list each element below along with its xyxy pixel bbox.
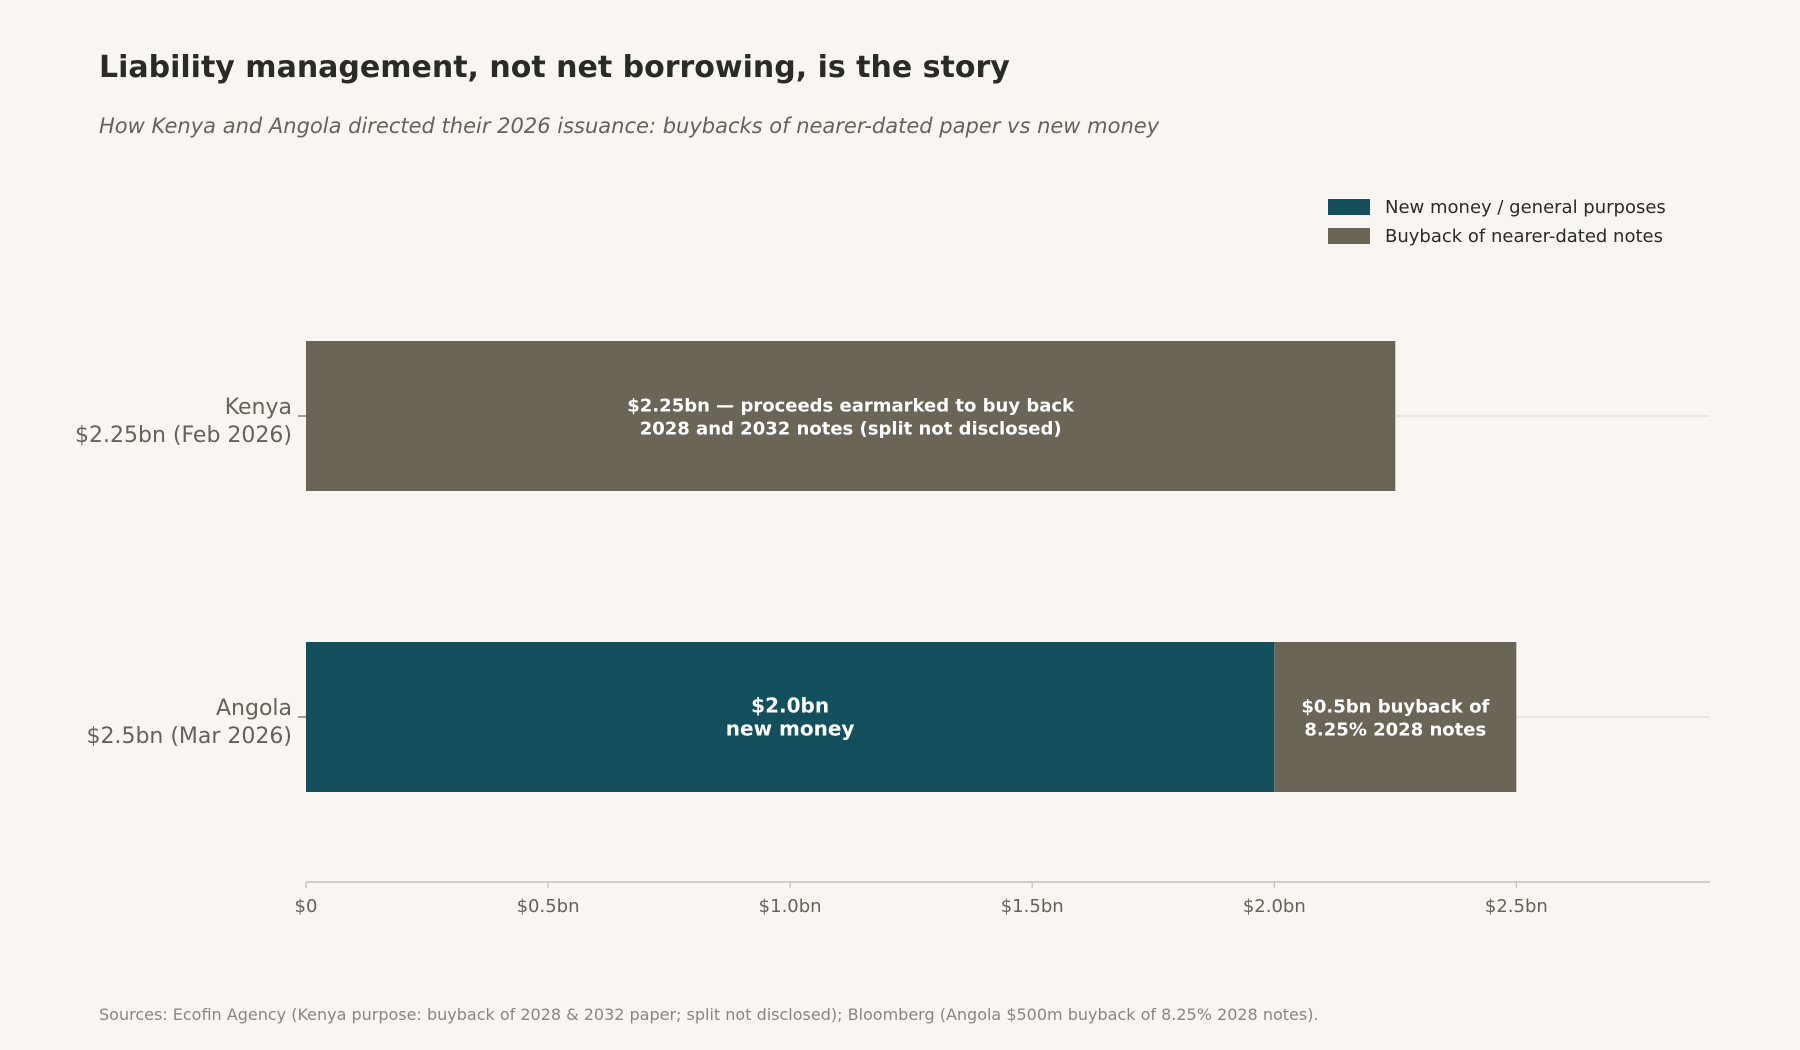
ytick-label-0-name: Kenya — [225, 395, 292, 420]
xtick-label-5: $2.5bn — [1485, 896, 1548, 917]
xtick-label-3: $1.5bn — [1001, 896, 1064, 917]
xtick-label-1: $0.5bn — [517, 896, 580, 917]
bar-label-1-1-0: $0.5bn buyback of — [1301, 697, 1489, 718]
chart-title: Liability management, not net borrowing,… — [99, 50, 1010, 85]
bar-1-0 — [306, 642, 1275, 792]
ytick-label-1-detail: $2.5bn (Mar 2026) — [86, 724, 292, 749]
bar-label-1-0-1: new money — [726, 717, 855, 741]
ytick-label-0-detail: $2.25bn (Feb 2026) — [75, 423, 292, 448]
legend-label-1: Buyback of nearer-dated notes — [1385, 226, 1663, 247]
xtick-label-0: $0 — [295, 896, 318, 917]
chart-source-note: Sources: Ecofin Agency (Kenya purpose: b… — [99, 1005, 1319, 1024]
xtick-label-4: $2.0bn — [1243, 896, 1306, 917]
legend-swatch-1 — [1328, 228, 1370, 244]
xtick-label-2: $1.0bn — [759, 896, 822, 917]
bar-1-1 — [1274, 642, 1517, 792]
legend-label-0: New money / general purposes — [1385, 197, 1666, 218]
bar-label-0-1-1: 2028 and 2032 notes (split not disclosed… — [640, 419, 1062, 440]
bar-label-1-1-1: 8.25% 2028 notes — [1304, 720, 1486, 741]
bar-0-1 — [306, 341, 1396, 491]
bar-label-1-0-0: $2.0bn — [751, 694, 829, 718]
ytick-label-1-name: Angola — [216, 696, 292, 721]
legend-swatch-0 — [1328, 199, 1370, 215]
bar-label-0-1-0: $2.25bn — proceeds earmarked to buy back — [627, 396, 1075, 417]
chart-subtitle: How Kenya and Angola directed their 2026… — [99, 114, 1160, 138]
